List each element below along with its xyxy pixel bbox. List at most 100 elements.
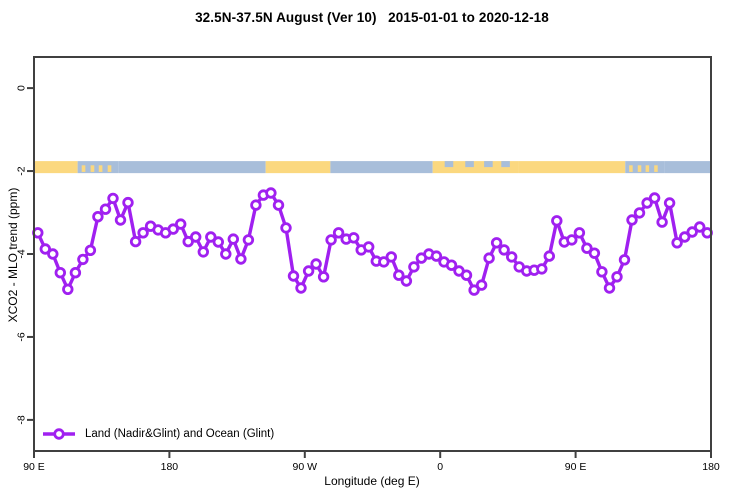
legend-label: Land (Nadir&Glint) and Ocean (Glint) — [85, 428, 275, 440]
series-marker — [317, 271, 330, 283]
series-marker — [611, 271, 623, 283]
series-marker — [408, 261, 420, 273]
series-marker — [167, 223, 179, 235]
series-marker — [663, 197, 676, 209]
series-marker — [641, 197, 653, 209]
series-marker — [325, 234, 337, 246]
map-band-segment-ocean — [330, 161, 433, 174]
x-tick-label: 90 E — [23, 461, 45, 473]
x-tick-label: 90 E — [565, 461, 587, 473]
series-marker — [566, 234, 578, 246]
map-band-ocean-speck — [465, 161, 474, 168]
map-band-land-speck — [645, 165, 650, 172]
map-band-ocean-speck — [484, 161, 493, 168]
map-band-land-speck — [637, 165, 642, 172]
series-marker — [378, 256, 390, 268]
series-marker — [47, 248, 59, 260]
x-tick-label: 180 — [702, 461, 720, 473]
map-band-land-speck — [98, 165, 103, 172]
series-marker — [280, 222, 292, 234]
series-marker — [543, 250, 556, 262]
series-marker — [99, 203, 112, 215]
map-band-segment-mixed-land — [432, 161, 519, 174]
series-marker — [114, 214, 127, 226]
map-band-land-speck — [629, 165, 633, 172]
series-marker — [596, 266, 608, 278]
series-marker — [295, 282, 307, 294]
series-marker — [310, 258, 322, 270]
series-marker — [348, 232, 360, 244]
series-marker — [626, 214, 638, 226]
series-marker — [694, 221, 706, 233]
series-marker — [39, 243, 52, 255]
series-marker — [468, 284, 480, 296]
series-marker — [250, 199, 262, 211]
series-marker — [332, 227, 345, 239]
map-band-land-speck — [81, 165, 86, 172]
series-marker — [445, 259, 458, 271]
series-marker — [588, 247, 601, 259]
x-axis-title: Longitude (deg E) — [324, 474, 420, 488]
x-tick-label: 0 — [437, 461, 443, 473]
series-marker — [430, 250, 443, 262]
series-marker — [174, 218, 187, 230]
legend-line-marker-swatch — [43, 428, 75, 440]
series-marker — [656, 216, 668, 228]
series-marker — [272, 199, 285, 211]
series-marker — [92, 210, 104, 223]
series-marker — [242, 234, 255, 246]
map-band-ocean-speck — [444, 161, 454, 168]
series-marker — [679, 231, 691, 243]
legend: Land (Nadir&Glint) and Ocean (Glint) — [42, 427, 274, 441]
y-tick-label: -4 — [16, 249, 28, 258]
series-marker — [107, 192, 119, 205]
y-tick-label: -8 — [16, 415, 28, 424]
series-marker — [265, 187, 277, 199]
series-marker — [385, 251, 398, 263]
legend-marker-icon — [53, 428, 65, 440]
map-band-segment-ocean — [664, 161, 711, 174]
series-marker — [633, 207, 646, 219]
map-band-land-speck — [107, 165, 112, 172]
series-marker — [551, 215, 563, 227]
series-marker — [363, 241, 375, 253]
x-tick-label: 90 W — [293, 461, 318, 473]
map-band-ocean-speck — [501, 161, 510, 168]
map-band-land-speck — [654, 165, 658, 172]
series-marker — [189, 231, 202, 243]
series-marker — [62, 283, 74, 296]
series-marker — [490, 237, 503, 249]
series-marker — [302, 265, 315, 277]
x-tick-label: 180 — [161, 461, 179, 473]
series-marker — [77, 253, 89, 266]
map-band-segment-land — [265, 161, 331, 174]
map-band-land-speck — [90, 165, 95, 172]
series-marker — [648, 192, 661, 204]
map-band-segment-ocean — [118, 161, 266, 174]
series-marker — [460, 269, 473, 281]
series-marker — [197, 246, 210, 258]
series-marker — [137, 227, 149, 239]
series-marker — [122, 196, 134, 209]
series-marker — [212, 236, 225, 248]
series-marker — [69, 267, 82, 279]
series-marker — [581, 242, 593, 254]
series-marker — [603, 282, 616, 294]
chart-title: 32.5N-37.5N August (Ver 10) 2015-01-01 t… — [195, 10, 549, 25]
series-marker — [573, 227, 586, 239]
y-tick-label: 0 — [16, 85, 28, 91]
series-marker — [129, 235, 142, 248]
y-tick-label: -2 — [16, 166, 28, 175]
map-band-segment-land — [518, 161, 626, 174]
series-marker — [84, 244, 97, 257]
series-marker — [618, 254, 631, 266]
series-marker — [220, 248, 232, 260]
series-marker — [235, 253, 247, 265]
series-marker — [506, 251, 518, 263]
series-marker — [498, 244, 510, 256]
map-band-segment-land — [34, 161, 78, 174]
series-marker — [475, 279, 488, 291]
series-marker — [227, 233, 240, 245]
